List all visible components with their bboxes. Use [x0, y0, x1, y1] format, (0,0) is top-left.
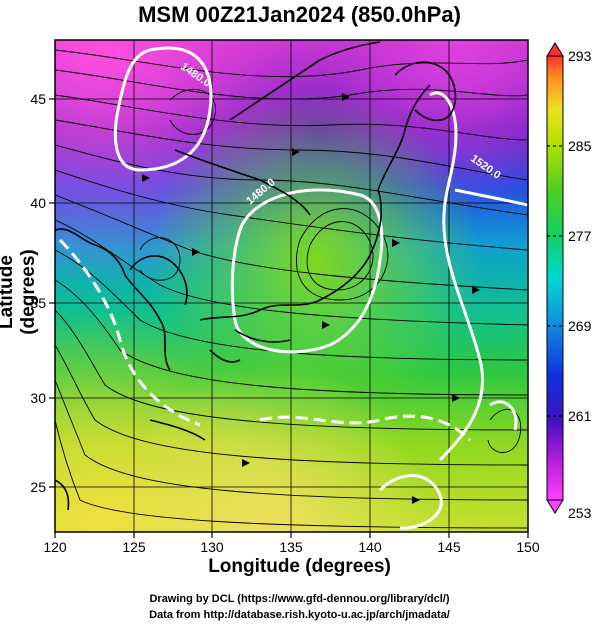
y-tick-label: 45: [30, 91, 46, 107]
x-tick-label: 130: [200, 539, 224, 555]
colorbar: 293 285 277 269 261 253: [546, 42, 592, 521]
y-axis-label: Latitude (degrees): [0, 249, 39, 335]
colorbar-tick-label: 293: [568, 48, 592, 64]
credit-data-source: Data from http://database.rish.kyoto-u.a…: [149, 609, 450, 621]
colorbar-tick-label: 269: [568, 318, 592, 334]
y-tick-label: 30: [30, 390, 46, 406]
x-axis-label: Longitude (degrees): [208, 556, 391, 577]
x-tick-label: 135: [279, 539, 303, 555]
x-tick-label: 140: [358, 539, 382, 555]
height-contours: [58, 46, 528, 530]
colorbar-min-triangle: [546, 499, 564, 514]
x-tick-label: 145: [437, 539, 461, 555]
temperature-field: [55, 40, 528, 532]
colorbar-max-triangle: [546, 42, 564, 57]
map-title: MSM 00Z21Jan2024 (850.0hPa): [138, 2, 461, 27]
x-tick-label: 125: [122, 539, 146, 555]
colorbar-tick-label: 277: [568, 228, 592, 244]
colorbar-tick-label: 253: [568, 505, 592, 521]
y-tick-label: 25: [30, 479, 46, 495]
coastlines: [55, 41, 457, 511]
y-tick-label: 40: [30, 195, 46, 211]
x-tick-label: 150: [516, 539, 540, 555]
axis-ticks: [49, 98, 529, 538]
y-tick-label: 35: [30, 295, 46, 311]
x-tick-label: 120: [43, 539, 67, 555]
credit-drawing: Drawing by DCL (https://www.gfd-dennou.o…: [149, 593, 450, 605]
streamlines: [55, 49, 528, 529]
wind-arrows: [142, 93, 480, 504]
colorbar-tick-label: 261: [568, 408, 592, 424]
colorbar-tick-label: 285: [568, 138, 592, 154]
